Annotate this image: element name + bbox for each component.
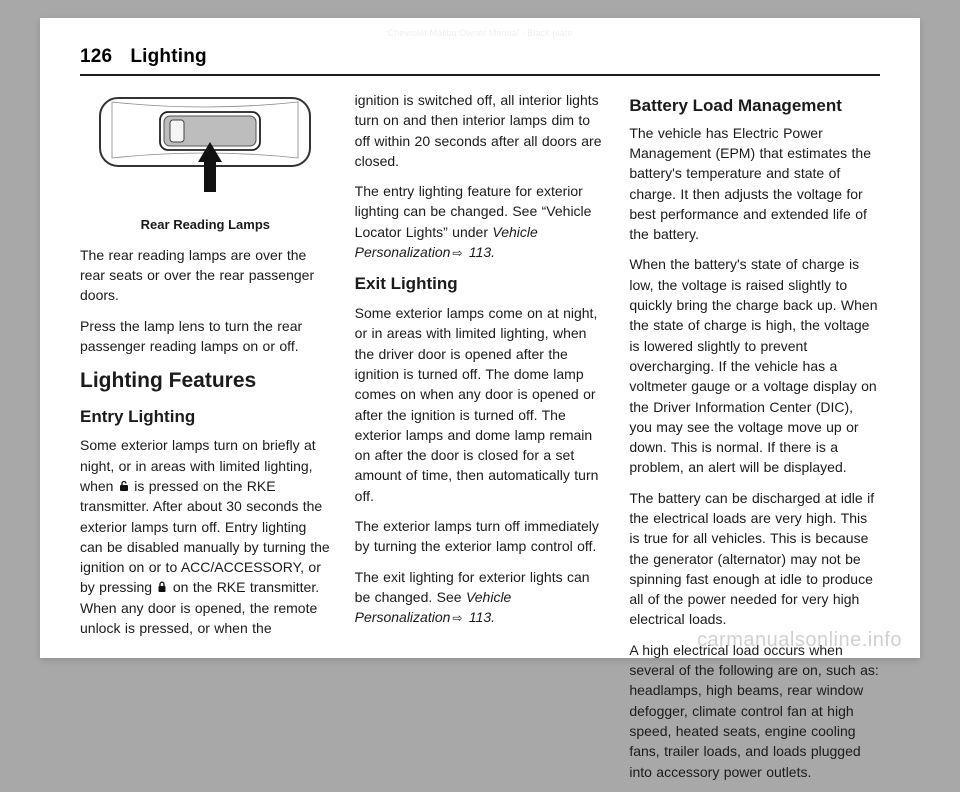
col1-p1: The rear reading lamps are over the rear… [80,245,331,306]
col2-p2: The entry lighting feature for exterior … [355,181,606,262]
heading-exit-lighting: Exit Lighting [355,272,606,297]
col2-p3: Some exterior lamps come on at night, or… [355,303,606,506]
heading-lighting-features: Lighting Features [80,366,331,396]
illustration-caption: Rear Reading Lamps [80,216,331,235]
col1-p3b: is pressed on the RKE transmitter. After… [80,478,330,595]
content-columns: Rear Reading Lamps The rear reading lamp… [80,90,880,792]
col1-p2: Press the lamp lens to turn the rear pas… [80,316,331,357]
col3-p4: A high electrical load occurs when sever… [629,640,880,782]
column-3: Battery Load Management The vehicle has … [629,90,880,792]
col2-p2-page: 113. [464,244,495,260]
manual-page: Chevrolet Malibu Owner Manual - Black pl… [40,18,920,658]
page-header: 126 Lighting [80,46,880,76]
lamp-svg [90,90,320,200]
lock-icon [156,578,168,590]
col2-p4: The exterior lamps turn off immediately … [355,516,606,557]
col2-p2a: The entry lighting feature for exterior … [355,183,592,240]
heading-entry-lighting: Entry Lighting [80,405,331,430]
column-2: ignition is switched off, all interior l… [355,90,606,792]
header-section-title: Lighting [130,46,207,68]
column-1: Rear Reading Lamps The rear reading lamp… [80,90,331,792]
col2-p5-page: 113. [464,609,495,625]
rear-reading-lamp-illustration [80,90,331,210]
col3-p2: When the battery's state of charge is lo… [629,254,880,477]
col1-p3: Some exterior lamps turn on briefly at n… [80,435,331,638]
col3-p1: The vehicle has Electric Power Managemen… [629,123,880,245]
unlock-icon [118,477,130,489]
watermark-text: carmanualsonline.info [697,629,902,652]
col3-p3: The battery can be discharged at idle if… [629,488,880,630]
page-number: 126 [80,46,112,68]
faint-top-text: Chevrolet Malibu Owner Manual - Black pl… [40,28,920,38]
reference-arrow-icon: ⇨ [452,245,462,262]
col2-p1: ignition is switched off, all interior l… [355,90,606,171]
col2-p5: The exit lighting for exterior lights ca… [355,567,606,628]
reference-arrow-icon: ⇨ [452,610,462,627]
heading-battery-load-management: Battery Load Management [629,94,880,119]
